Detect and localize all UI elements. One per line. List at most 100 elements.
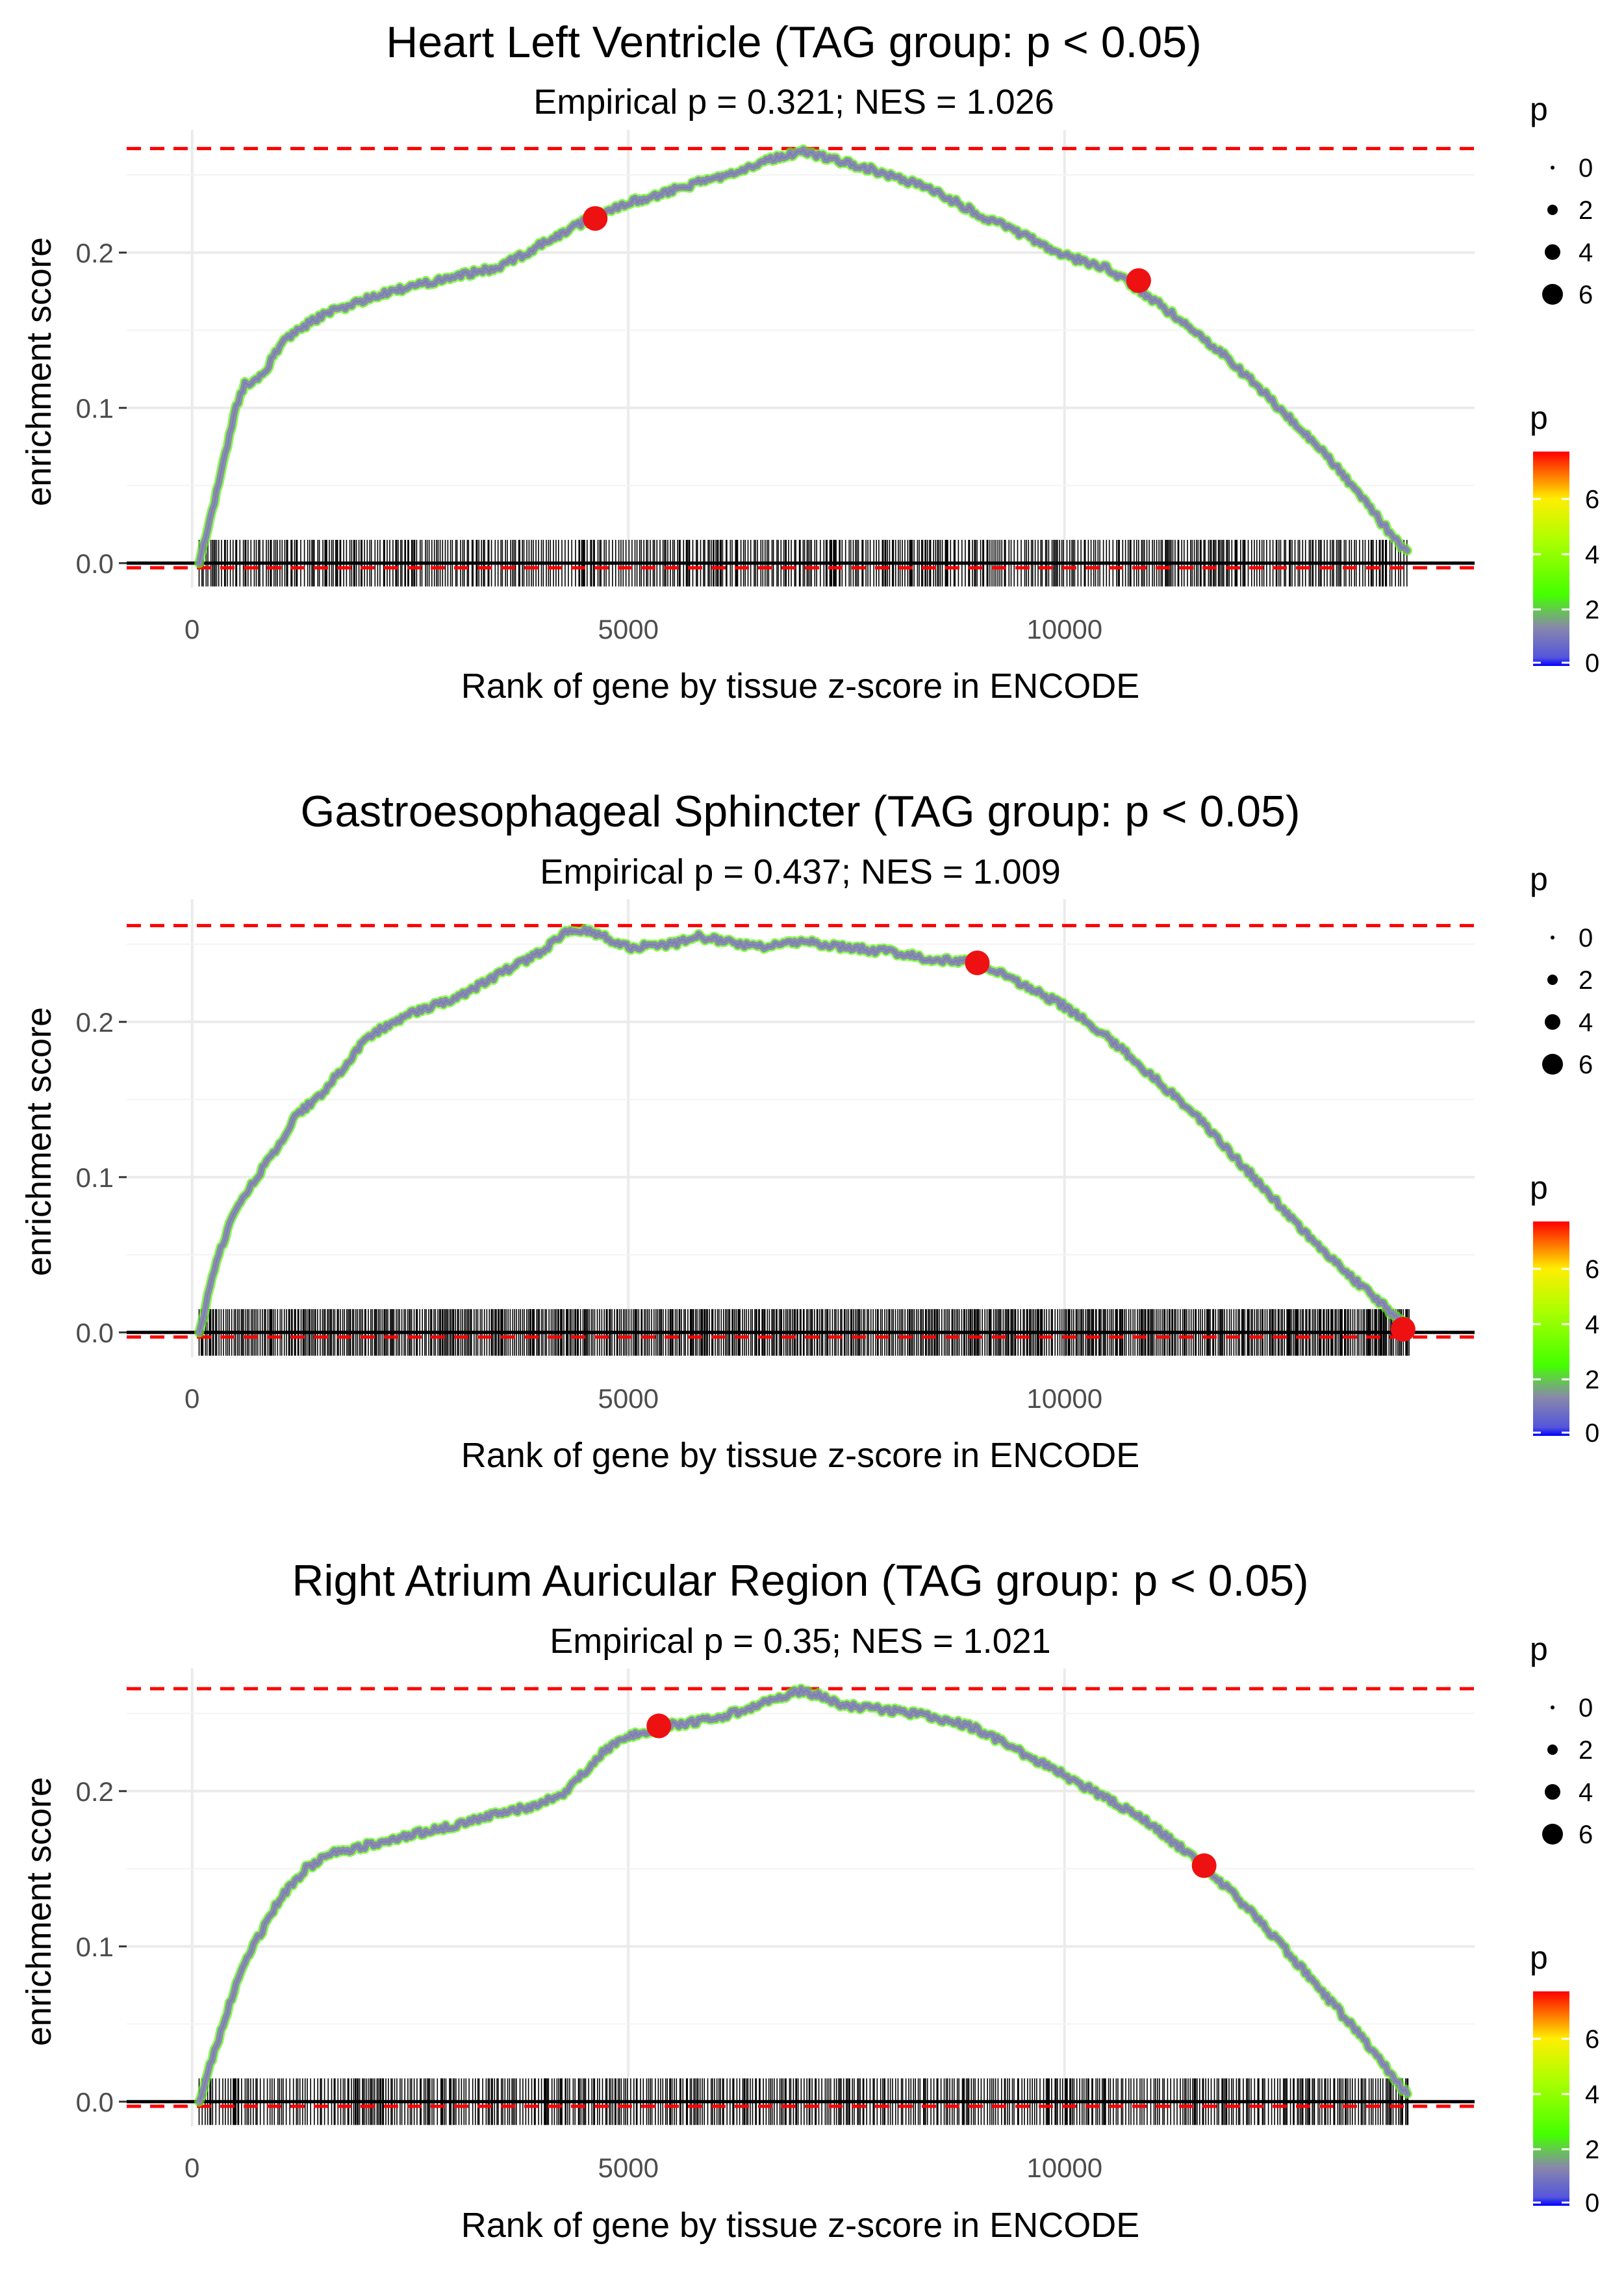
y-axis-title: enrichment score (19, 1777, 58, 2046)
size-key-dot (1547, 975, 1558, 985)
color-legend-title: p (1530, 1939, 1548, 1976)
x-tick-label: 5000 (598, 1383, 659, 1414)
color-legend-title: p (1530, 1169, 1548, 1206)
y-axis-title: enrichment score (19, 237, 58, 506)
x-tick-label: 10000 (1026, 2153, 1102, 2183)
color-key-label: 2 (1585, 1366, 1599, 1394)
plot-area (119, 899, 1475, 1357)
color-legend-title: p (1530, 400, 1548, 436)
y-tick-label: 0.2 (76, 238, 114, 268)
size-key-dot (1551, 936, 1554, 939)
size-key-label: 6 (1579, 1820, 1593, 1849)
y-tick-label: 0.0 (76, 1318, 114, 1348)
size-key-label: 0 (1579, 924, 1593, 952)
highlight-points (583, 206, 1151, 293)
reference-lines (127, 1687, 1475, 2108)
size-key-dot (1545, 1784, 1560, 1800)
size-key-dot (1545, 1014, 1560, 1030)
size-key-label: 4 (1579, 1008, 1593, 1037)
x-tick-labels: 0 5000 10000 (184, 1383, 1102, 1414)
highlight-point (1390, 1316, 1415, 1342)
color-bar (1533, 1991, 1569, 2206)
grid-lines (119, 130, 1475, 588)
panel-1: Heart Left Ventricle (TAG group: p < 0.0… (19, 18, 1599, 706)
y-tick-label: 0.2 (76, 1776, 114, 1807)
x-axis-title: Rank of gene by tissue z-score in ENCODE (461, 667, 1139, 706)
size-key-dot (1551, 166, 1554, 170)
color-key-label: 4 (1585, 1310, 1599, 1339)
size-legend-title: p (1530, 861, 1548, 897)
x-axis-title: Rank of gene by tissue z-score in ENCODE (461, 1436, 1139, 1475)
highlight-point (583, 206, 608, 231)
size-key-label: 0 (1579, 1694, 1593, 1722)
size-key-dot (1545, 244, 1560, 260)
size-key-dot (1547, 1744, 1558, 1755)
legend: p 0 2 4 6 p 6 4 2 0 (1530, 1631, 1599, 2217)
y-tick-label: 0.1 (76, 393, 114, 424)
x-axis-title: Rank of gene by tissue z-score in ENCODE (461, 2206, 1139, 2245)
y-tick-label: 0.1 (76, 1932, 114, 1962)
enrichment-line (196, 1685, 1411, 2105)
highlight-points (646, 1713, 1217, 1878)
curve-halo (194, 1683, 1413, 2107)
panel-2: Gastroesophageal Sphincter (TAG group: p… (19, 787, 1599, 1475)
color-key-label: 2 (1585, 596, 1599, 624)
color-key-label: 0 (1585, 1419, 1599, 1448)
y-tick-label: 0.0 (76, 548, 114, 579)
enrichment-curve (194, 144, 1413, 568)
enrichment-line-core (198, 1687, 1408, 2102)
x-tick-label: 0 (184, 1383, 199, 1414)
size-key-dot (1542, 1054, 1563, 1075)
color-key-label: 0 (1585, 2189, 1599, 2217)
x-tick-labels: 0 5000 10000 (184, 614, 1102, 645)
size-legend-title: p (1530, 91, 1548, 127)
x-tick-label: 5000 (598, 2153, 659, 2183)
size-key-label: 6 (1579, 1051, 1593, 1079)
legend: p 0 2 4 6 p 6 4 2 0 (1530, 91, 1599, 678)
y-tick-label: 0.1 (76, 1162, 114, 1193)
enrichment-curve (194, 923, 1413, 1338)
highlight-point (1126, 268, 1151, 293)
x-tick-labels: 0 5000 10000 (184, 2153, 1102, 2183)
panel-subtitle: Empirical p = 0.35; NES = 1.021 (550, 1622, 1050, 1661)
color-key-label: 0 (1585, 649, 1599, 678)
color-bar (1533, 1221, 1569, 1436)
color-key-label: 4 (1585, 541, 1599, 569)
size-key-label: 2 (1579, 196, 1593, 225)
highlight-point (1191, 1853, 1217, 1878)
color-key-label: 2 (1585, 2136, 1599, 2164)
x-tick-label: 10000 (1026, 614, 1102, 645)
size-key-label: 4 (1579, 238, 1593, 267)
panel-subtitle: Empirical p = 0.321; NES = 1.026 (533, 83, 1054, 121)
color-key-label: 6 (1585, 1255, 1599, 1284)
y-tick-labels: 0.0 0.1 0.2 (76, 1776, 114, 2117)
x-tick-label: 0 (184, 2153, 199, 2183)
enrichment-line-core (198, 148, 1408, 564)
panel-subtitle: Empirical p = 0.437; NES = 1.009 (540, 852, 1060, 891)
plot-area (119, 1668, 1475, 2127)
size-key-dot (1551, 1706, 1554, 1709)
color-key-label: 4 (1585, 2080, 1599, 2109)
plot-area (119, 130, 1475, 588)
size-legend-title: p (1530, 1631, 1548, 1667)
enrichment-curve (194, 1683, 1413, 2107)
y-tick-label: 0.2 (76, 1007, 114, 1038)
grid-lines (119, 899, 1475, 1357)
enrichment-line (196, 925, 1411, 1336)
size-key-label: 0 (1579, 154, 1593, 183)
color-key-label: 6 (1585, 2025, 1599, 2054)
color-bar (1533, 452, 1569, 666)
size-key-label: 2 (1579, 1736, 1593, 1765)
legend: p 0 2 4 6 p 6 4 2 0 (1530, 861, 1599, 1448)
panel-title: Gastroesophageal Sphincter (TAG group: p… (300, 787, 1300, 836)
y-tick-labels: 0.0 0.1 0.2 (76, 238, 114, 579)
y-tick-label: 0.0 (76, 2087, 114, 2117)
size-key-dot (1547, 205, 1558, 215)
size-key-dot (1542, 1824, 1563, 1845)
y-tick-labels: 0.0 0.1 0.2 (76, 1007, 114, 1348)
size-key-label: 4 (1579, 1778, 1593, 1807)
highlight-points (965, 950, 1415, 1342)
reference-lines (127, 924, 1475, 1339)
y-axis-title: enrichment score (19, 1007, 58, 1276)
